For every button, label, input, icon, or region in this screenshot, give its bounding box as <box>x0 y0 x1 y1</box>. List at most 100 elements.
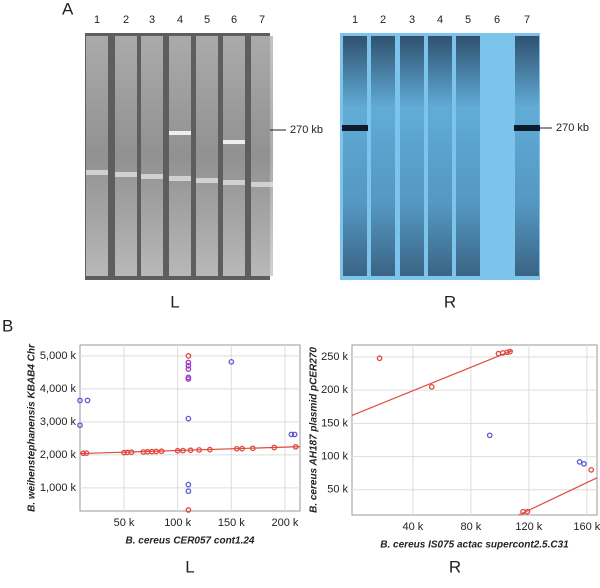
dot <box>207 446 213 453</box>
dot <box>77 397 83 404</box>
caption: R <box>449 557 461 576</box>
gel-lane <box>141 36 163 276</box>
lane-number: 5 <box>204 14 210 26</box>
dot <box>185 376 192 382</box>
y-tick-label: 150 k <box>321 417 348 429</box>
x-tick-label: 40 k <box>402 521 423 533</box>
dot <box>174 447 181 454</box>
dot <box>185 481 192 488</box>
dot <box>292 443 299 450</box>
dot <box>504 349 510 356</box>
dot <box>239 445 245 452</box>
gel-band <box>223 140 245 144</box>
y-tick-label: 50 k <box>327 484 348 496</box>
gel-band <box>342 125 368 131</box>
y-tick-label: 1,000 k <box>40 482 77 494</box>
gel-lane <box>115 36 137 276</box>
lane-number: 1 <box>352 14 358 26</box>
gel-band <box>169 131 191 135</box>
dot <box>187 447 194 454</box>
dot <box>196 447 202 453</box>
lane-number: 7 <box>524 14 530 26</box>
dot <box>588 466 595 473</box>
gel-lane <box>196 36 218 276</box>
lane-number: 1 <box>94 14 100 26</box>
y-tick-label: 4,000 k <box>40 383 77 395</box>
y-tick-label: 3,000 k <box>40 416 77 428</box>
y-axis-title: B. weihenstephanensis KBAB4 Chr <box>27 343 38 512</box>
gel-band <box>141 174 163 179</box>
fit-line <box>79 446 301 455</box>
dot <box>486 432 493 439</box>
dot <box>376 355 383 362</box>
gel-lane <box>371 36 395 276</box>
dot <box>180 447 186 454</box>
dot <box>158 448 165 455</box>
x-tick-label: 100 k <box>164 517 191 529</box>
dot <box>271 444 278 451</box>
gel-lane <box>223 36 245 276</box>
dot <box>291 431 298 438</box>
x-tick-label: 160 k <box>573 521 600 533</box>
dot <box>288 431 295 438</box>
gel-band <box>115 172 137 177</box>
y-tick-label: 200 k <box>321 384 348 396</box>
gel-band <box>514 125 540 131</box>
lane-number: 6 <box>494 14 500 26</box>
dot <box>185 353 192 359</box>
gel-lane <box>400 36 424 276</box>
y-tick-label: 100 k <box>321 450 348 462</box>
lane-number: 4 <box>437 14 443 26</box>
dot <box>185 488 192 495</box>
dot <box>77 422 83 429</box>
gel-lane <box>169 36 191 276</box>
x-axis-title: B. cereus CER057 cont1.24 <box>126 536 255 547</box>
dot <box>83 450 90 456</box>
dot <box>128 449 135 456</box>
panel-label: A <box>62 0 74 18</box>
dot <box>233 445 240 452</box>
caption: R <box>444 292 456 311</box>
gel-lane <box>428 36 452 276</box>
x-tick-label: 120 k <box>515 521 542 533</box>
dot <box>428 383 435 390</box>
gel-band <box>223 180 245 185</box>
y-tick-label: 5,000 k <box>40 350 77 362</box>
dot <box>228 358 235 365</box>
dot <box>185 366 192 372</box>
x-axis-title: B. cereus IS075 actac supercont2.5.C31 <box>380 540 569 551</box>
plot-area <box>351 344 598 516</box>
y-tick-label: 250 k <box>321 351 348 363</box>
y-axis-title: B. cereus AH187 plasmid pCER270 <box>309 347 320 513</box>
gel-lane <box>515 36 539 276</box>
lane-number: 7 <box>259 14 265 26</box>
gel-band <box>86 170 108 175</box>
dot <box>576 459 583 465</box>
gel-lane <box>251 36 273 276</box>
x-tick-label: 50 k <box>114 517 135 529</box>
lane-number: 3 <box>149 14 155 26</box>
caption: L <box>185 557 194 576</box>
gel-lane <box>86 36 108 276</box>
dot <box>121 449 127 456</box>
x-tick-label: 200 k <box>272 517 299 529</box>
gel-lane <box>456 36 480 276</box>
lane-number: 5 <box>465 14 471 26</box>
x-tick-label: 80 k <box>460 521 481 533</box>
gel-band <box>251 182 273 187</box>
gel-right <box>340 33 540 280</box>
gel-left <box>85 33 273 280</box>
dot <box>249 445 256 452</box>
dot <box>185 415 192 422</box>
y-tick-label: 2,000 k <box>40 449 77 461</box>
fit-line <box>518 477 598 516</box>
dot <box>84 397 91 404</box>
gel-band <box>196 178 218 183</box>
lane-number: 4 <box>177 14 183 26</box>
lane-number: 6 <box>231 14 237 26</box>
lane-number: 2 <box>380 14 386 26</box>
panel-label: B <box>2 316 13 335</box>
dot <box>185 362 192 369</box>
dot <box>507 348 513 355</box>
